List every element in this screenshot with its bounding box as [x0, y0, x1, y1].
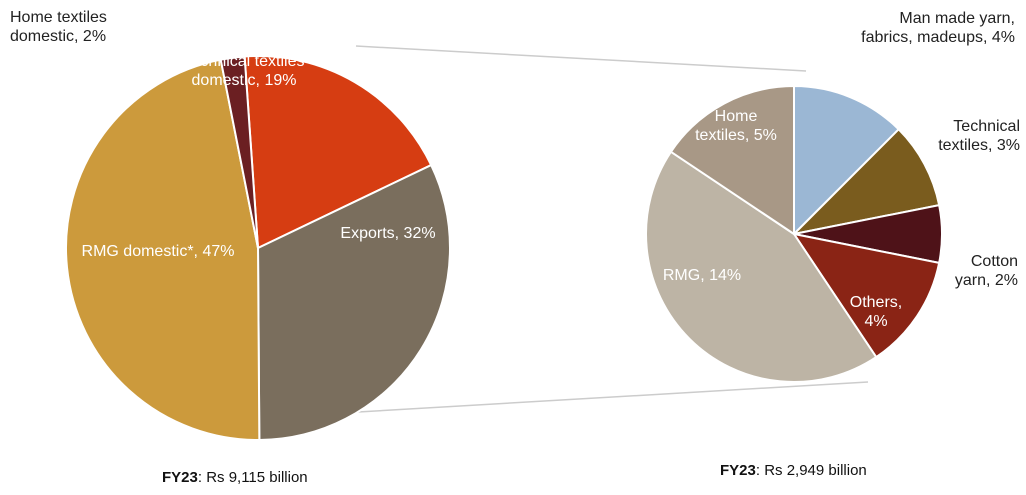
- left-pie-label-0: Technical textiles domestic, 19%: [184, 53, 305, 89]
- right-pie-label-4: RMG, 14%: [663, 267, 741, 284]
- right-pie-label-1-line-1: textiles, 3%: [938, 137, 1020, 154]
- right-pie-label-3: Others, 4%: [850, 294, 902, 330]
- right-pie-slice-4: [645, 150, 878, 383]
- right-pie-slice-0: [793, 84, 901, 237]
- left-pie-slice-2: [65, 58, 261, 441]
- left-pie-slice-0: [243, 55, 433, 250]
- connector-line-top: [355, 45, 807, 72]
- left-pie-label-3-line-0: Home textiles: [10, 9, 107, 26]
- left-pie-label-1: Exports, 32%: [340, 225, 435, 242]
- left-pie-label-2-line-0: RMG domestic*, 47%: [82, 243, 235, 260]
- right-pie-label-2: Cotton yarn, 2%: [955, 253, 1018, 289]
- right-pie-slice-5: [669, 84, 795, 236]
- right-pie-chart: Man made yarn, fabrics, madeups, 4% Techni…: [645, 10, 1020, 383]
- left-pie-slice-1: [256, 163, 451, 442]
- right-pie-label-5-line-1: textiles, 5%: [695, 127, 777, 144]
- left-pie-label-3-line-1: domestic, 2%: [10, 28, 106, 45]
- left-caption-year: FY23: [162, 469, 198, 486]
- connector-line-bottom: [357, 381, 869, 413]
- left-caption-total: : Rs 9,115 billion: [197, 469, 308, 486]
- right-pie-label-5-line-0: Home: [715, 108, 758, 125]
- right-pie-slice-3: [791, 232, 941, 359]
- right-pie-caption: FY23: Rs 2,949 billion: [720, 462, 867, 479]
- right-pie-label-1-line-0: Technical: [953, 118, 1020, 135]
- right-pie-label-4-line-0: RMG, 14%: [663, 267, 741, 284]
- right-pie-label-0-line-1: fabrics, madeups, 4%: [861, 29, 1015, 46]
- right-pie-label-0: Man made yarn, fabrics, madeups, 4%: [861, 10, 1015, 46]
- left-pie-chart: Technical textiles domestic, 19% Exports, …: [10, 9, 451, 442]
- right-pie-label-3-line-1: 4%: [864, 313, 887, 330]
- left-pie-label-3: Home textiles domestic, 2%: [10, 9, 107, 45]
- right-pie-slice-1: [790, 127, 941, 236]
- right-pie-label-0-line-0: Man made yarn,: [899, 10, 1015, 27]
- left-pie-label-0-line-1: domestic, 19%: [192, 72, 297, 89]
- left-pie-caption: FY23: Rs 9,115 billion: [162, 469, 308, 486]
- left-pie-label-0-line-0: Technical textiles: [184, 53, 305, 70]
- right-pie-label-3-line-0: Others,: [850, 294, 902, 311]
- right-pie-label-2-line-0: Cotton: [971, 253, 1018, 270]
- right-pie-label-2-line-1: yarn, 2%: [955, 272, 1018, 289]
- right-caption-year: FY23: [720, 462, 756, 479]
- left-pie-label-2: RMG domestic*, 47%: [82, 243, 235, 260]
- left-pie-slice-3: [219, 55, 259, 249]
- right-pie-label-1: Technical textiles, 3%: [938, 118, 1020, 154]
- right-pie-label-5: Home textiles, 5%: [695, 108, 777, 144]
- left-pie-label-1-line-0: Exports, 32%: [340, 225, 435, 242]
- right-caption-total: : Rs 2,949 billion: [755, 462, 867, 479]
